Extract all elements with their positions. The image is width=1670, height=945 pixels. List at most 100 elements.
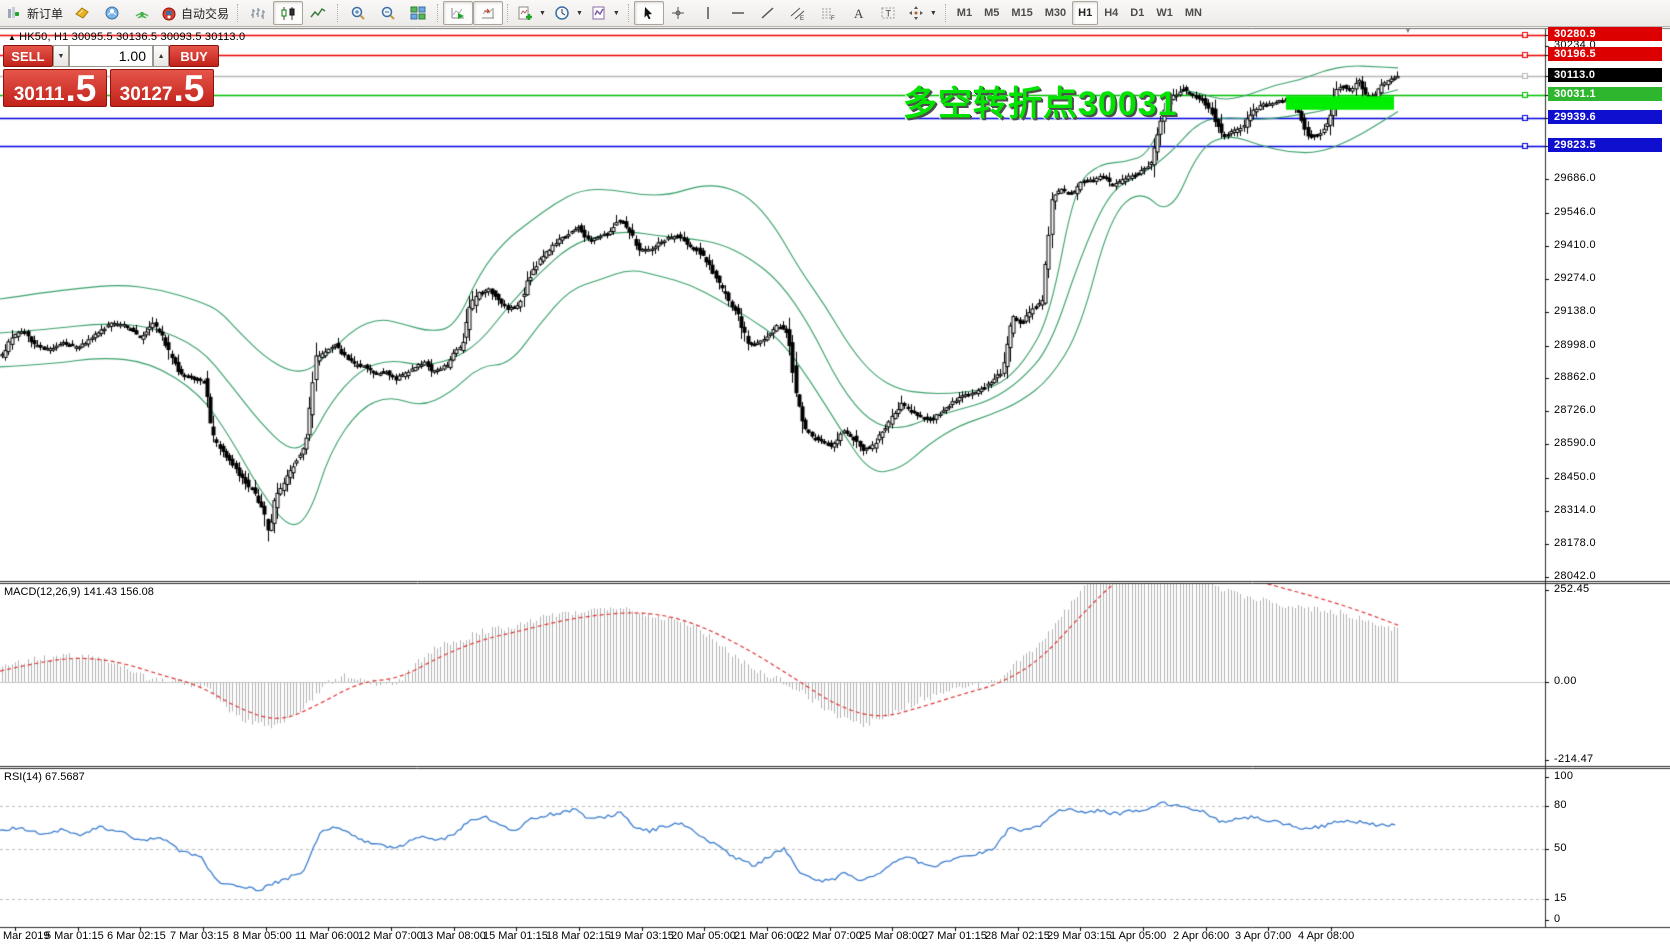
autotrading-button[interactable]: 自动交易 (157, 1, 233, 25)
symbol-arrow-icon: ▲ (8, 33, 17, 42)
time-axis-label: 25 Mar 08:00 (859, 930, 924, 942)
buy-button[interactable]: BUY (169, 45, 219, 67)
timeframe-m1-button[interactable]: M1 (956, 7, 973, 19)
metaeditor-button[interactable] (67, 1, 97, 25)
horizontal-line-icon (730, 5, 747, 22)
chevron-down-icon[interactable]: ▼ (575, 9, 583, 17)
tile-windows-button[interactable] (403, 1, 433, 25)
rsi-tick-label: 80 (1554, 799, 1567, 811)
svg-text:F: F (831, 16, 835, 22)
volume-decrease-button[interactable]: ▼ (52, 45, 69, 67)
shapes-button[interactable]: ▼ (904, 1, 941, 25)
timeframe-mn-button[interactable]: MN (1184, 7, 1202, 19)
sell-price-box[interactable]: 30111 .5 (3, 69, 107, 107)
auto-scroll-icon (450, 5, 467, 22)
volume-increase-button[interactable]: ▲ (153, 45, 170, 67)
chevron-down-icon[interactable]: ▼ (539, 9, 546, 17)
new-order-label: 新订单 (27, 6, 64, 21)
trendline-icon (760, 5, 777, 22)
bar-chart-icon (250, 5, 267, 22)
line-chart-button[interactable] (303, 1, 333, 25)
price-tick-label: 28862.0 (1554, 371, 1596, 383)
equidistant-channel-icon: E (790, 5, 807, 22)
time-axis-label: 8 Mar 05:00 (233, 930, 292, 942)
chevron-down-icon[interactable]: ▼ (929, 9, 937, 17)
bar-chart-button[interactable] (243, 1, 273, 25)
buy-price-box[interactable]: 30127 .5 (110, 69, 214, 107)
timeframe-h1-button[interactable]: H1 (1072, 1, 1099, 25)
cursor-icon (640, 5, 657, 22)
time-axis-label: 3 Apr 07:00 (1235, 930, 1292, 942)
timeframe-m30-button[interactable]: M30 (1044, 7, 1067, 19)
price-tick-label: 28314.0 (1554, 504, 1596, 516)
time-axis-label: 18 Mar 02:15 (546, 930, 611, 942)
indicators-button[interactable]: ▼ (513, 1, 550, 25)
zoom-out-button[interactable] (373, 1, 403, 25)
svg-text:A: A (854, 6, 864, 21)
text-button[interactable]: A (844, 1, 874, 25)
fibonacci-button[interactable]: F (814, 1, 844, 25)
new-order-icon (7, 5, 24, 22)
candlestick-button[interactable] (273, 1, 304, 25)
price-tick-label: 29138.0 (1554, 305, 1596, 317)
time-axis-label: 28 Mar 02:15 (985, 930, 1050, 942)
templates-button[interactable]: ▼ (587, 1, 624, 25)
toolbar-separator (507, 4, 509, 22)
time-axis-label: 19 Mar 03:15 (609, 930, 674, 942)
price-tag-label: 29823.5 (1548, 138, 1662, 152)
community-button[interactable] (97, 1, 127, 25)
toolbar-separator (944, 4, 947, 22)
time-axis-label: 2 Apr 06:00 (1173, 930, 1230, 942)
time-axis-label: 21 Mar 06:00 (734, 930, 799, 942)
chart-annotation-text: 多空转折点30031 (903, 85, 1178, 123)
text-label-button[interactable]: T (874, 1, 904, 25)
equidistant-channel-button[interactable]: E (784, 1, 814, 25)
price-tick-label: 28450.0 (1554, 471, 1596, 483)
time-axis-label: 4 Apr 08:00 (1298, 930, 1355, 942)
buy-price-main: 30127 (119, 84, 173, 105)
splitter-handle-icon[interactable]: ▼ (1404, 26, 1412, 35)
time-axis-label: 1 Apr 05:00 (1110, 930, 1167, 942)
timeframe-m5-button[interactable]: M5 (984, 7, 1000, 19)
toolbar-separator (627, 4, 630, 22)
crosshair-icon (670, 5, 687, 22)
autotrading-label: 自动交易 (181, 6, 230, 21)
crosshair-button[interactable] (664, 1, 694, 25)
chart-title: ▲ HK50, H1 30095.5 30136.5 30093.5 30113.… (8, 31, 245, 43)
timeframe-w1-button[interactable]: W1 (1156, 7, 1173, 19)
svg-text:E: E (800, 16, 804, 22)
trade-panel-controls: SELL ▼ ▲ BUY (3, 45, 219, 67)
community-icon (104, 5, 121, 22)
time-axis-label: 20 Mar 05:00 (671, 930, 736, 942)
fibonacci-icon: F (820, 5, 837, 22)
buy-price-fraction: .5 (173, 67, 205, 109)
periods-button[interactable]: ▼ (550, 1, 587, 25)
cursor-button[interactable] (633, 1, 664, 25)
timeframe-d1-button[interactable]: D1 (1130, 7, 1145, 19)
periods-icon (554, 5, 571, 22)
time-axis-label: 6 Mar 02:15 (107, 930, 166, 942)
zoom-in-button[interactable] (343, 1, 373, 25)
price-tag-label: 30113.0 (1548, 68, 1662, 82)
horizontal-line-button[interactable] (724, 1, 754, 25)
zoom-in-icon (350, 5, 367, 22)
trade-panel-prices: 30111 .5 30127 .5 (3, 69, 219, 107)
trendline-button[interactable] (754, 1, 784, 25)
timeframe-m15-button[interactable]: M15 (1011, 7, 1033, 19)
zoom-out-icon (380, 5, 397, 22)
macd-indicator-label: MACD(12,26,9) 141.43 156.08 (4, 586, 154, 598)
price-tick-label: 29546.0 (1554, 206, 1596, 218)
timeframe-h4-button[interactable]: H4 (1104, 7, 1119, 19)
signals-button[interactable] (127, 1, 157, 25)
new-order-button[interactable]: 新订单 (3, 1, 67, 25)
vertical-line-button[interactable] (694, 1, 724, 25)
chart-shift-button[interactable] (473, 1, 504, 25)
volume-input[interactable] (69, 45, 153, 67)
auto-scroll-button[interactable] (443, 1, 474, 25)
sell-button[interactable]: SELL (3, 45, 53, 67)
time-axis-label: 12 Mar 07:00 (358, 930, 423, 942)
chevron-down-icon[interactable]: ▼ (612, 9, 620, 17)
time-axis-label: 5 Mar 01:15 (45, 930, 104, 942)
price-tick-label: 29274.0 (1554, 272, 1596, 284)
